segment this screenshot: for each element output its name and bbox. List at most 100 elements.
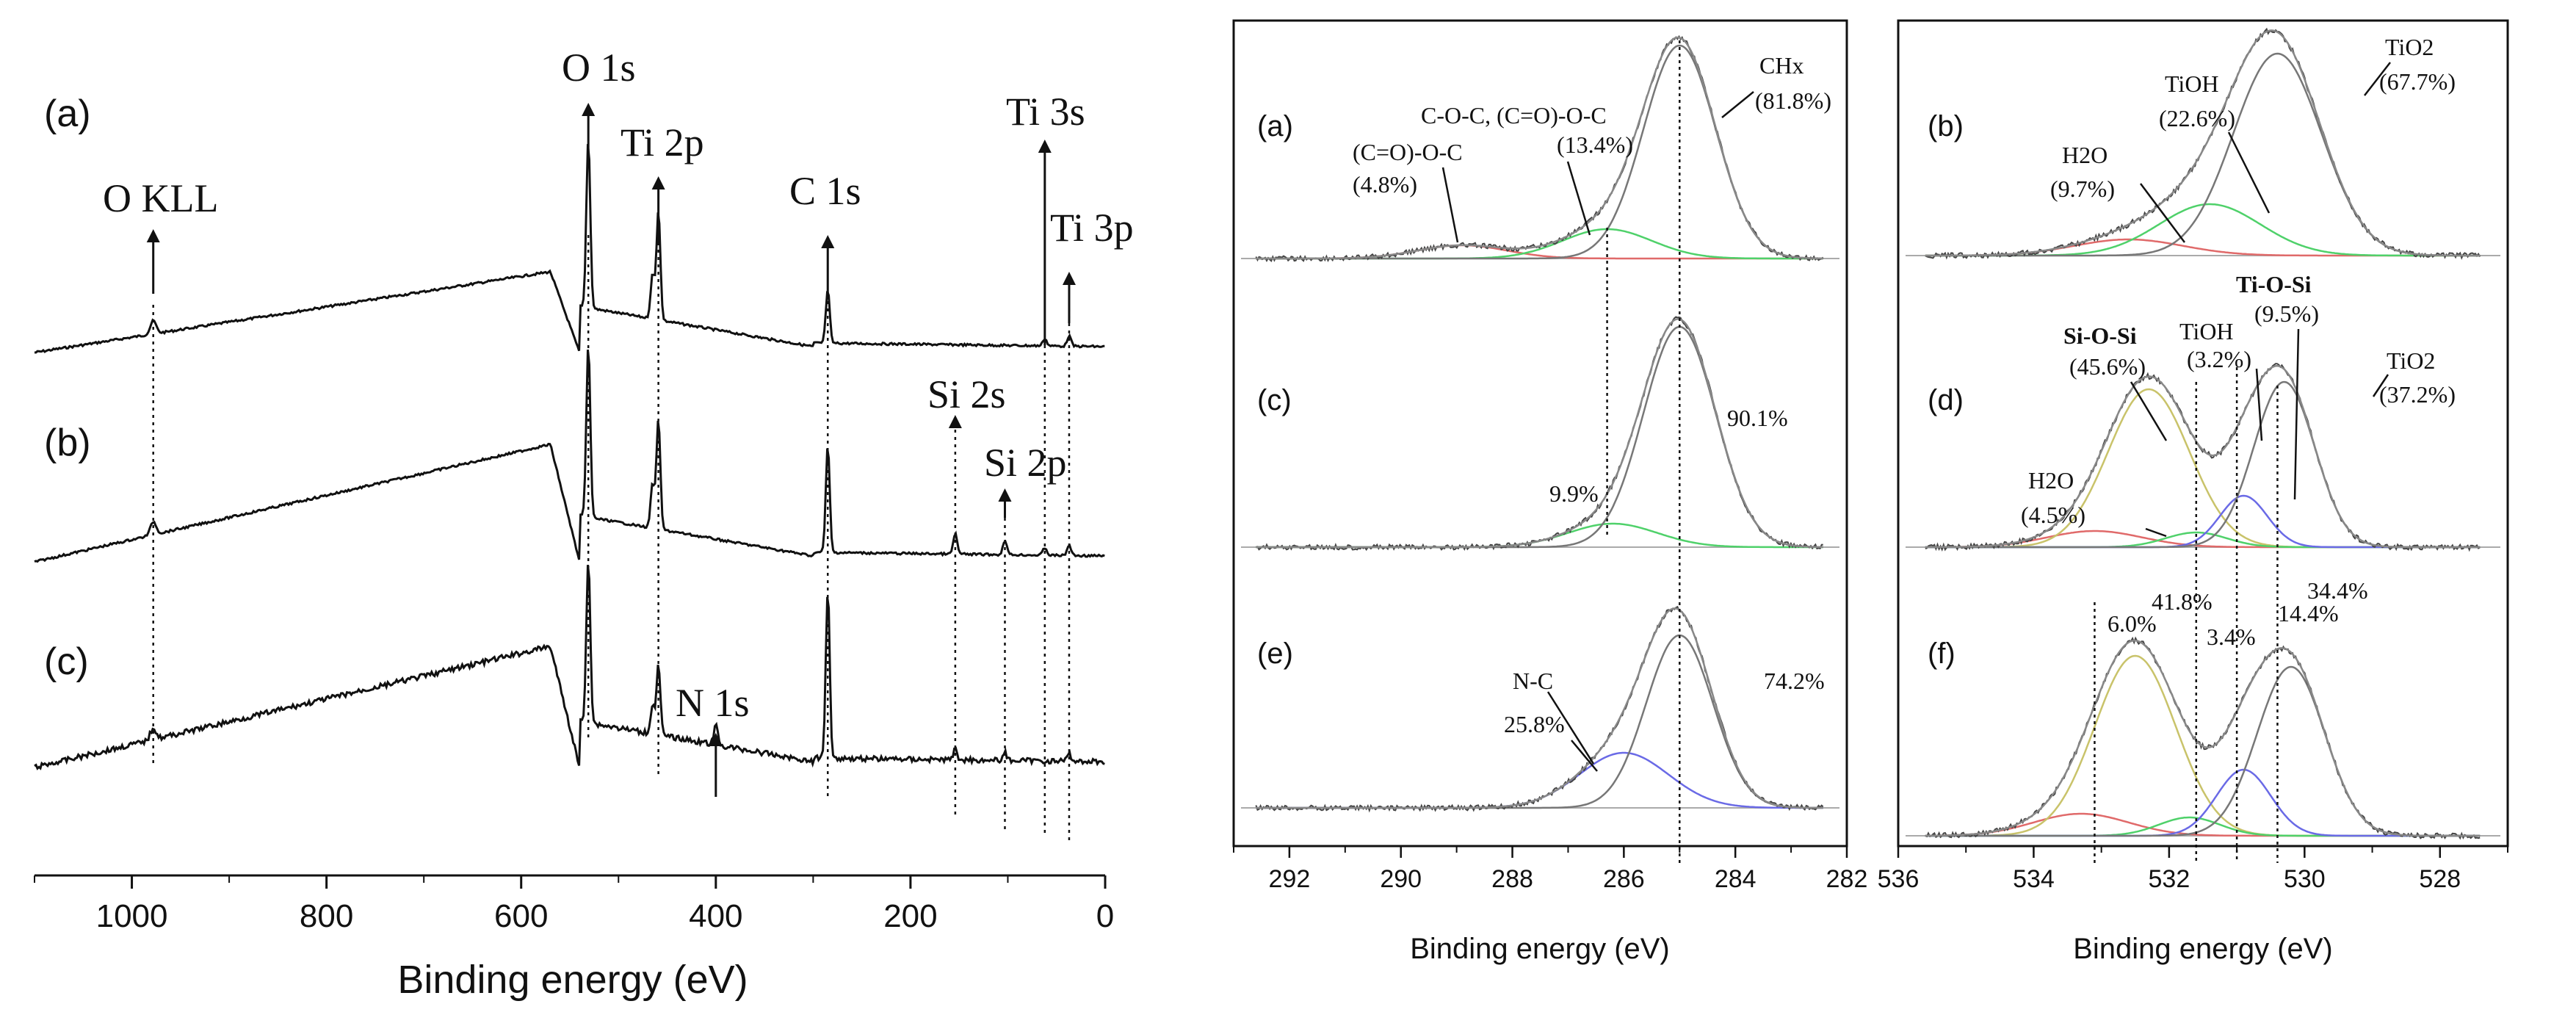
survey-arrowhead xyxy=(709,733,723,746)
o1s-d-siosi-name: Si-O-Si xyxy=(2063,322,2137,349)
o1s-panel-label-f: (f) xyxy=(1928,637,1955,670)
hr-fit-envelope xyxy=(1925,29,2481,257)
o1s-b-h2o-name: H2O xyxy=(2062,142,2108,168)
survey-arrowhead xyxy=(651,176,665,189)
o1s-d-h2o-name: H2O xyxy=(2028,467,2074,494)
hr-leader-line xyxy=(1571,740,1598,772)
c1s-c-comp2-pct: 90.1% xyxy=(1727,405,1788,431)
o1s-content xyxy=(1906,27,2500,863)
hr-leader-line xyxy=(2364,62,2391,96)
hr-leader-line xyxy=(2145,527,2167,538)
o1s-f-pct3: 3.4% xyxy=(2207,624,2256,650)
hr-fit-envelope xyxy=(1256,36,1823,260)
hr-fit-envelope xyxy=(1256,607,1823,809)
hr-raw-spectrum xyxy=(1925,636,2481,840)
o1s-ticks: 536 534 532 530 528 xyxy=(1878,846,2508,893)
survey-spectrum-b xyxy=(34,350,1105,563)
hr-leader-line xyxy=(2140,183,2185,243)
survey-arrowhead xyxy=(1038,140,1052,153)
hr-tick-label: 286 xyxy=(1603,865,1645,893)
peak-label-si-2s: Si 2s xyxy=(927,372,1006,416)
hr-component-curve xyxy=(1925,388,2481,549)
c1s-a-comp3-name: CHx xyxy=(1759,52,1803,79)
o1s-b-tio2-name: TiO2 xyxy=(2385,34,2434,60)
o1s-b-tio2-pct: (67.7%) xyxy=(2379,68,2456,95)
peak-label-o-1s: O 1s xyxy=(562,46,636,90)
survey-tick-label: 400 xyxy=(689,898,742,934)
hr-tick-label: 292 xyxy=(1269,865,1311,893)
hr-leader-line xyxy=(1566,161,1591,236)
c1s-a-comp1-pct: (4.8%) xyxy=(1353,171,1417,198)
c1s-ticks: 292 290 288 286 284 282 xyxy=(1233,846,1868,893)
peak-label-si-2p: Si 2p xyxy=(984,441,1067,485)
hr-leader-line xyxy=(2372,374,2389,397)
c1s-frame xyxy=(1232,19,1848,848)
c1s-e-comp1-name: N-C xyxy=(1513,668,1553,694)
hr-tick-label: 282 xyxy=(1826,865,1868,893)
survey-arrowhead xyxy=(821,235,835,248)
survey-arrowhead xyxy=(146,229,160,242)
survey-xlabel: Binding energy (eV) xyxy=(397,958,748,1002)
hr-fit-envelope xyxy=(1925,639,2481,837)
c1s-a-comp2-pct: (13.4%) xyxy=(1557,131,1633,158)
survey-tick-label: 800 xyxy=(300,898,353,934)
hr-raw-spectrum xyxy=(1925,27,2481,260)
survey-spectrum-a xyxy=(34,143,1105,354)
hr-component-curve xyxy=(1925,203,2481,257)
hr-leader-line xyxy=(1721,91,1754,118)
hr-tick-label: 536 xyxy=(1878,865,1920,893)
hr-tick-label: 288 xyxy=(1491,865,1533,893)
survey-panel: 1000 800 600 400 200 0 Binding energy (eV) (a… xyxy=(34,46,1134,1002)
o1s-frame xyxy=(1897,19,2509,848)
hr-leader-line xyxy=(2130,381,2168,441)
hr-fit-envelope xyxy=(1925,364,2481,549)
survey-arrowhead xyxy=(998,488,1012,502)
hr-component-curve xyxy=(1925,238,2481,257)
o1s-d-tio2-pct: (37.2%) xyxy=(2379,381,2456,408)
peak-label-o-kll: O KLL xyxy=(103,176,218,220)
o1s-d-siosi-pct: (45.6%) xyxy=(2069,353,2146,380)
survey-arrowhead xyxy=(1062,272,1076,285)
c1s-c-comp1-pct: 9.9% xyxy=(1549,480,1599,507)
c1s-a-comp1-name: (C=O)-O-C xyxy=(1353,139,1463,165)
o1s-d-tiosi-name: Ti-O-Si xyxy=(2236,271,2312,297)
hr-leader-line xyxy=(1441,167,1459,243)
o1s-d-tiosi-pct: (9.5%) xyxy=(2254,300,2319,327)
c1s-a-comp2-name: C-O-C, (C=O)-O-C xyxy=(1421,102,1607,129)
hr-component-curve xyxy=(1925,665,2481,837)
survey-series-label-b: (b) xyxy=(44,422,91,464)
survey-peak-guides xyxy=(152,235,1071,845)
o1s-panel-label-d: (d) xyxy=(1928,384,1964,416)
survey-ticks: 1000 800 600 400 200 0 xyxy=(34,875,1114,934)
o1s-d-tio2-name: TiO2 xyxy=(2387,347,2435,374)
c1s-panel-label-a: (a) xyxy=(1257,110,1293,142)
survey-arrowhead xyxy=(582,103,596,116)
c1s-panel: 292 290 288 286 284 282 Binding energy (eV) (… xyxy=(1232,19,1868,965)
hr-tick-label: 532 xyxy=(2149,865,2190,893)
hr-component-curve xyxy=(1256,522,1823,549)
c1s-e-comp2-pct: 74.2% xyxy=(1764,668,1825,694)
o1s-panel: 536 534 532 530 528 Binding energy (eV) (b) … xyxy=(1878,19,2509,965)
survey-spectrum-c xyxy=(34,565,1105,770)
o1s-b-h2o-pct: (9.7%) xyxy=(2050,176,2115,202)
o1s-panel-label-b: (b) xyxy=(1928,110,1964,142)
survey-tick-label: 200 xyxy=(883,898,937,934)
o1s-f-pct5: 34.4% xyxy=(2307,577,2368,604)
c1s-xlabel: Binding energy (eV) xyxy=(1410,933,1670,965)
hr-tick-label: 530 xyxy=(2284,865,2326,893)
o1s-f-pct1: 6.0% xyxy=(2108,610,2157,637)
hr-leader-line xyxy=(2293,328,2300,500)
o1s-f-pct2: 41.8% xyxy=(2152,588,2213,615)
c1s-content xyxy=(1241,35,1839,863)
survey-tick-label: 0 xyxy=(1096,898,1114,934)
c1s-panel-label-e: (e) xyxy=(1257,637,1293,670)
c1s-e-comp1-pct: 25.8% xyxy=(1504,711,1565,737)
o1s-b-tioh-pct: (22.6%) xyxy=(2159,105,2235,131)
o1s-d-tioh-pct: (3.2%) xyxy=(2187,346,2251,372)
hr-raw-spectrum xyxy=(1256,316,1823,552)
hr-tick-label: 290 xyxy=(1380,865,1422,893)
hr-tick-label: 534 xyxy=(2013,865,2055,893)
hr-component-curve xyxy=(1925,768,2481,837)
hr-raw-spectrum xyxy=(1255,605,1824,813)
hr-leader-line xyxy=(1546,691,1595,765)
